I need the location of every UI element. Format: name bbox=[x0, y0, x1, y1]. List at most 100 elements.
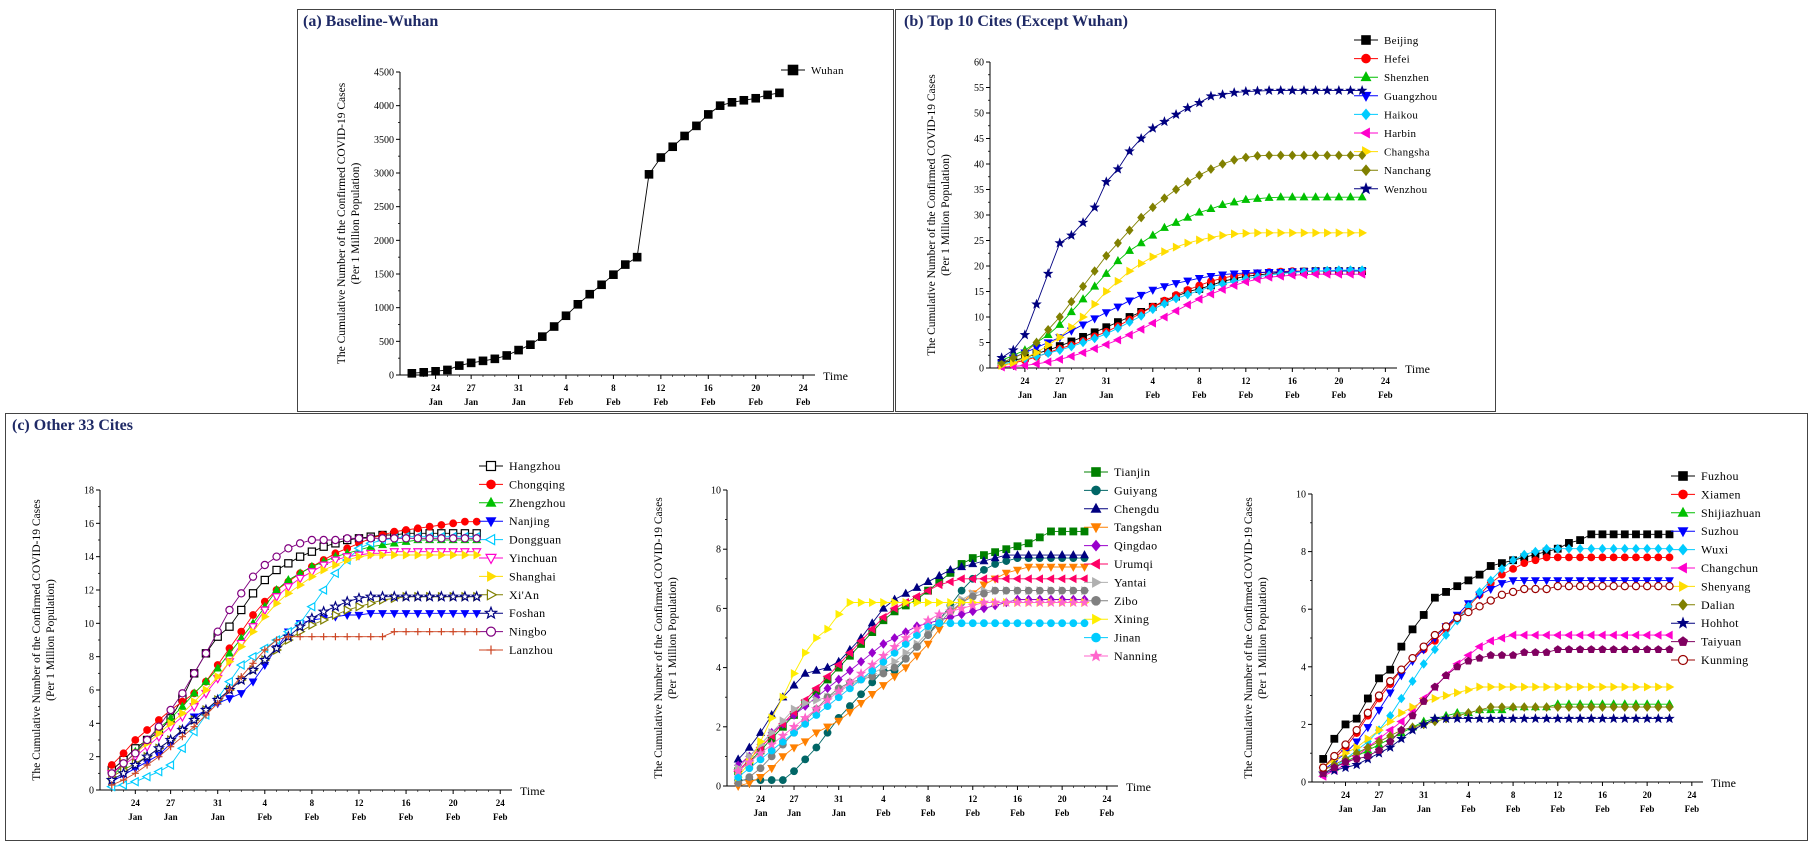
data-point bbox=[1576, 702, 1585, 712]
legend-label: Changsha bbox=[1384, 147, 1430, 159]
x-tick-label-day: 4 bbox=[564, 383, 569, 393]
y-tick-label: 14 bbox=[84, 552, 94, 563]
data-point bbox=[1080, 550, 1089, 559]
legend-label: Chengdu bbox=[1114, 502, 1159, 516]
series-shanghai bbox=[108, 550, 482, 778]
data-point bbox=[889, 641, 900, 652]
x-tick-label-day: 4 bbox=[1466, 790, 1471, 800]
data-point bbox=[352, 591, 366, 604]
data-point bbox=[739, 95, 749, 105]
data-point bbox=[401, 534, 411, 543]
data-point bbox=[1352, 738, 1362, 747]
data-point bbox=[1034, 596, 1046, 607]
data-point bbox=[1080, 527, 1089, 536]
data-point bbox=[1135, 132, 1147, 143]
data-point bbox=[880, 663, 889, 673]
data-point bbox=[1642, 577, 1652, 586]
data-point bbox=[1124, 145, 1135, 156]
data-point bbox=[1563, 713, 1575, 724]
data-point bbox=[402, 628, 410, 636]
x-tick-label-month: Feb bbox=[1239, 390, 1254, 400]
data-point bbox=[1101, 340, 1110, 350]
data-point bbox=[1541, 713, 1552, 724]
x-tick-label-day: 27 bbox=[1055, 376, 1065, 386]
data-point bbox=[1497, 650, 1507, 659]
data-point bbox=[979, 574, 988, 584]
series-taiyuan bbox=[1319, 645, 1674, 777]
series-line bbox=[1001, 270, 1363, 364]
data-point bbox=[460, 610, 470, 619]
series-line bbox=[1322, 556, 1670, 768]
data-point bbox=[1148, 202, 1157, 213]
legend-marker bbox=[485, 517, 497, 528]
data-point bbox=[332, 560, 341, 570]
data-point bbox=[1520, 584, 1529, 594]
data-point bbox=[1001, 550, 1011, 559]
series-tangshan bbox=[733, 563, 1089, 791]
legend-marker bbox=[1678, 489, 1688, 500]
data-point bbox=[176, 723, 189, 736]
data-point bbox=[880, 598, 889, 607]
data-point bbox=[1012, 574, 1021, 584]
data-point bbox=[178, 733, 186, 741]
x-tick-label-day: 24 bbox=[131, 798, 141, 808]
y-tick-label: 1500 bbox=[374, 270, 394, 281]
legend-item: Kunming bbox=[1671, 653, 1748, 667]
data-point bbox=[1464, 576, 1473, 585]
data-point bbox=[1385, 677, 1395, 686]
data-point bbox=[1054, 237, 1066, 248]
data-point bbox=[141, 771, 151, 782]
data-point bbox=[331, 633, 340, 641]
data-point bbox=[1654, 543, 1663, 554]
legend-marker bbox=[787, 64, 799, 76]
data-point bbox=[1196, 235, 1205, 245]
x-tick-label-day: 12 bbox=[354, 798, 364, 808]
data-point bbox=[1519, 630, 1528, 640]
data-point bbox=[366, 534, 375, 543]
data-point bbox=[835, 609, 844, 619]
y-tick-label: 20 bbox=[974, 262, 984, 273]
data-point bbox=[1068, 322, 1077, 332]
x-tick-label-day: 24 bbox=[1341, 790, 1351, 800]
data-point bbox=[1564, 581, 1574, 591]
data-point bbox=[1453, 662, 1462, 671]
x-axis-label: Time bbox=[1405, 362, 1430, 376]
data-point bbox=[1374, 706, 1384, 715]
legend-label: Yinchuan bbox=[509, 551, 557, 565]
data-point bbox=[1321, 85, 1333, 96]
data-point bbox=[867, 691, 877, 700]
data-point bbox=[237, 673, 245, 681]
data-point bbox=[142, 735, 152, 745]
data-point bbox=[890, 673, 900, 682]
data-point bbox=[1217, 89, 1228, 100]
data-point bbox=[261, 646, 269, 654]
series-haikou bbox=[997, 265, 1367, 369]
data-point bbox=[176, 743, 186, 754]
data-point bbox=[1576, 536, 1585, 544]
data-point bbox=[1542, 584, 1551, 594]
data-point bbox=[1576, 682, 1586, 692]
data-point bbox=[320, 615, 330, 625]
data-point bbox=[1035, 533, 1044, 542]
data-point bbox=[1023, 574, 1032, 584]
legend-label: Taiyuan bbox=[1701, 635, 1742, 649]
data-point bbox=[1013, 542, 1022, 551]
data-point bbox=[1531, 702, 1540, 712]
series-line bbox=[1322, 533, 1670, 760]
data-point bbox=[1608, 713, 1619, 724]
data-point bbox=[1653, 577, 1663, 586]
data-point bbox=[1114, 276, 1123, 286]
series-line bbox=[111, 536, 477, 788]
x-tick-label-month: Feb bbox=[1461, 804, 1476, 814]
x-tick-label-day: 8 bbox=[926, 794, 931, 804]
series-chongqing bbox=[107, 517, 481, 769]
data-point bbox=[1078, 321, 1088, 330]
data-point bbox=[1276, 192, 1286, 201]
data-point bbox=[472, 534, 481, 543]
data-point bbox=[1665, 581, 1674, 591]
data-point bbox=[1058, 586, 1067, 595]
series-jinan bbox=[734, 619, 1089, 782]
data-point bbox=[1654, 645, 1663, 654]
data-point bbox=[167, 743, 175, 751]
data-point bbox=[308, 572, 317, 582]
